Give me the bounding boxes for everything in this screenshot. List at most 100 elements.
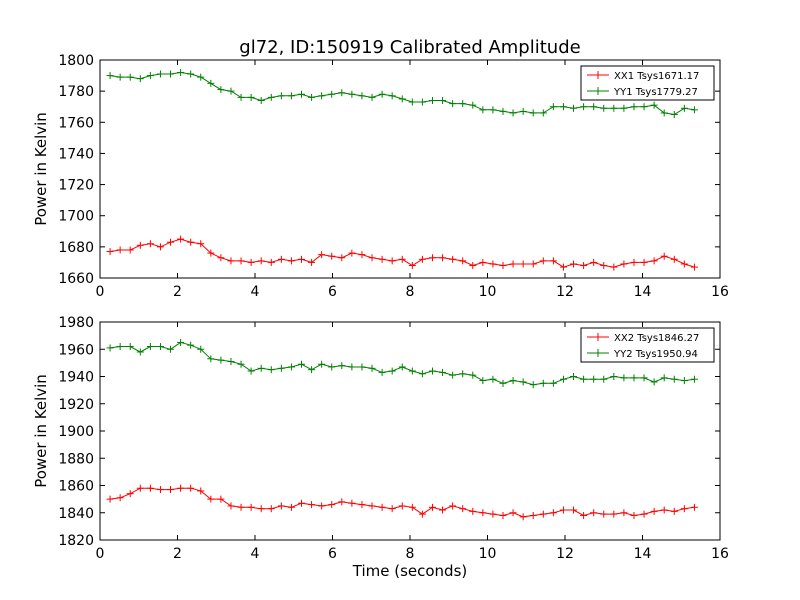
y-tick-label: 1920	[58, 397, 94, 413]
data-point-marker	[257, 96, 265, 104]
data-point-marker	[570, 104, 578, 112]
data-point-marker	[328, 363, 336, 371]
data-point-marker	[459, 370, 467, 378]
data-point-marker	[418, 98, 426, 106]
data-point-marker	[146, 343, 154, 351]
data-point-marker	[630, 103, 638, 111]
data-point-marker	[610, 373, 618, 380]
data-point-marker	[197, 240, 205, 248]
legend-entry: XX2 Tsys1846.27	[614, 333, 699, 344]
data-point-marker	[217, 86, 225, 94]
y-tick-label: 1760	[58, 115, 94, 131]
data-point-marker	[690, 503, 698, 511]
data-point-marker	[670, 255, 678, 263]
data-point-marker	[207, 495, 215, 503]
data-point-marker	[600, 510, 608, 518]
data-point-marker	[590, 509, 598, 517]
data-point-marker	[428, 96, 436, 104]
x-tick-label: 10	[479, 284, 497, 300]
x-tick-label: 16	[711, 546, 729, 562]
data-point-marker	[529, 109, 537, 117]
data-point-marker	[277, 364, 285, 372]
data-point-marker	[600, 104, 608, 112]
data-point-marker	[388, 505, 396, 513]
data-point-marker	[539, 257, 547, 265]
data-point-marker	[348, 363, 356, 371]
data-point-marker	[177, 68, 185, 76]
data-point-marker	[469, 371, 477, 379]
data-point-marker	[257, 257, 265, 265]
data-point-marker	[469, 101, 477, 109]
data-point-marker	[227, 257, 235, 265]
x-tick-label: 6	[328, 284, 337, 300]
y-tick-label: 1900	[58, 424, 94, 440]
data-point-marker	[287, 257, 295, 265]
data-point-marker	[449, 100, 457, 108]
data-point-marker	[499, 262, 507, 270]
x-tick-label: 16	[711, 284, 729, 300]
data-point-marker	[489, 375, 497, 383]
data-point-marker	[388, 92, 396, 100]
data-point-marker	[620, 104, 628, 112]
data-point-marker	[559, 263, 567, 271]
data-point-marker	[318, 360, 326, 368]
data-point-marker	[167, 486, 175, 494]
data-point-marker	[459, 257, 467, 265]
data-point-marker	[247, 503, 255, 511]
data-point-marker	[217, 495, 225, 503]
data-point-marker	[197, 73, 205, 81]
data-point-marker	[318, 92, 326, 100]
data-point-marker	[338, 362, 346, 370]
data-point-marker	[529, 260, 537, 268]
data-point-marker	[247, 258, 255, 266]
data-point-marker	[620, 374, 628, 382]
data-point-marker	[519, 378, 527, 386]
data-point-marker	[116, 246, 124, 254]
y-tick-label: 1880	[58, 451, 94, 467]
x-tick-label: 10	[479, 546, 497, 562]
data-point-marker	[408, 98, 416, 106]
data-point-marker	[499, 379, 507, 387]
data-point-marker	[328, 252, 336, 260]
x-tick-label: 2	[173, 284, 182, 300]
data-point-marker	[459, 505, 467, 513]
data-point-marker	[167, 345, 175, 353]
data-point-marker	[449, 255, 457, 263]
data-point-marker	[237, 93, 245, 101]
data-point-marker	[388, 367, 396, 375]
data-point-marker	[559, 375, 567, 383]
data-point-marker	[509, 509, 517, 517]
data-point-marker	[479, 258, 487, 266]
data-point-marker	[328, 501, 336, 509]
data-point-marker	[570, 373, 578, 380]
data-point-marker	[670, 507, 678, 515]
data-point-marker	[338, 254, 346, 262]
data-point-marker	[338, 498, 346, 506]
data-point-marker	[267, 93, 275, 101]
data-point-marker	[519, 107, 527, 115]
legend: XX2 Tsys1846.27 YY2 Tsys1950.94	[580, 327, 715, 363]
data-point-marker	[650, 378, 658, 386]
data-point-marker	[146, 484, 154, 492]
data-point-marker	[116, 494, 124, 502]
data-point-marker	[620, 509, 628, 517]
data-point-marker	[267, 505, 275, 513]
data-point-marker	[207, 249, 215, 257]
data-point-marker	[217, 254, 225, 262]
data-point-marker	[156, 486, 164, 494]
data-point-marker	[590, 375, 598, 383]
data-point-marker	[650, 507, 658, 515]
data-point-marker	[640, 374, 648, 382]
data-point-marker	[398, 502, 406, 510]
data-point-marker	[620, 260, 628, 268]
data-point-marker	[368, 364, 376, 372]
y-tick-label: 1660	[58, 271, 94, 287]
data-point-marker	[106, 72, 114, 80]
data-point-marker	[227, 87, 235, 95]
y-tick-label: 1780	[58, 84, 94, 100]
data-point-marker	[580, 375, 588, 383]
data-point-marker	[509, 109, 517, 117]
data-point-marker	[479, 509, 487, 517]
x-tick-label: 0	[96, 546, 105, 562]
